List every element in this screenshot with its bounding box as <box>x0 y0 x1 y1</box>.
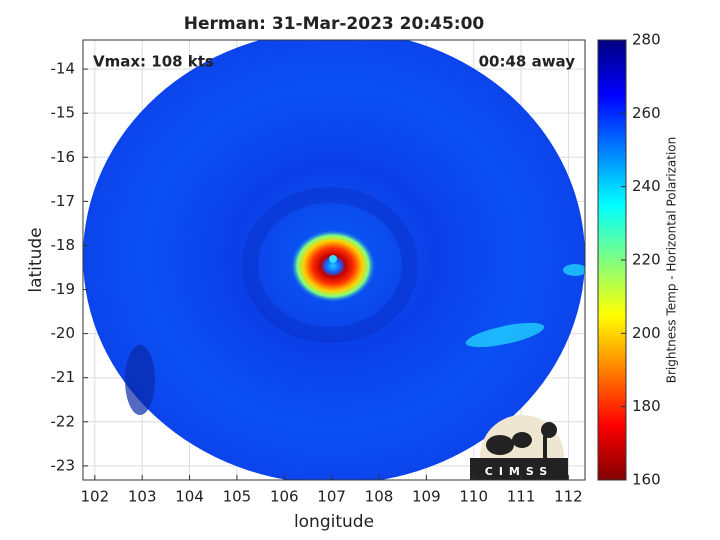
x-tick-label: 108 <box>365 488 394 506</box>
y-tick-label: -22 <box>51 412 76 430</box>
logo: CIMSS <box>470 415 568 480</box>
y-axis-label: latitude <box>26 227 46 292</box>
colorbar-tick-label: 220 <box>632 251 661 269</box>
x-tick-label: 102 <box>81 488 110 506</box>
colorbar-tick-label: 200 <box>632 324 661 342</box>
colorbar-tick-label: 260 <box>632 104 661 122</box>
y-tick-label: -14 <box>51 60 76 78</box>
x-tick-label: 105 <box>223 488 252 506</box>
x-tick-label: 109 <box>412 488 441 506</box>
y-tick-label: -17 <box>51 192 76 210</box>
colorbar-tick-label: 160 <box>632 471 661 489</box>
y-tick-label: -18 <box>51 236 76 254</box>
satellite-image: CIMSS <box>83 40 585 480</box>
x-tick-label: 110 <box>459 488 488 506</box>
y-tick-label: -19 <box>51 280 76 298</box>
y-tick-label: -20 <box>51 324 76 342</box>
y-tick-label: -21 <box>51 368 76 386</box>
x-tick-label: 107 <box>317 488 346 506</box>
colorbar-tick-label: 280 <box>632 31 661 49</box>
y-tick-label: -23 <box>51 456 76 474</box>
plot-frame <box>82 39 586 481</box>
x-tick-label: 111 <box>507 488 536 506</box>
y-tick-label: -15 <box>51 104 76 122</box>
annotation: 00:48 away <box>479 53 576 71</box>
colorbar-tick-label: 180 <box>632 397 661 415</box>
colorbar-label: Brightness Temp - Horizontal Polarizatio… <box>665 137 679 384</box>
chart-title: Herman: 31-Mar-2023 20:45:00 <box>184 14 485 34</box>
x-tick-label: 103 <box>128 488 157 506</box>
y-tick-label: -16 <box>51 148 76 166</box>
x-tick-label: 104 <box>175 488 204 506</box>
logo-text: CIMSS <box>485 465 553 478</box>
x-tick-label: 106 <box>270 488 299 506</box>
colorbar-tick-label: 240 <box>632 177 661 195</box>
x-tick-label: 112 <box>554 488 583 506</box>
x-axis-label: longitude <box>294 512 374 532</box>
annotation: Vmax: 108 kts <box>93 53 214 71</box>
